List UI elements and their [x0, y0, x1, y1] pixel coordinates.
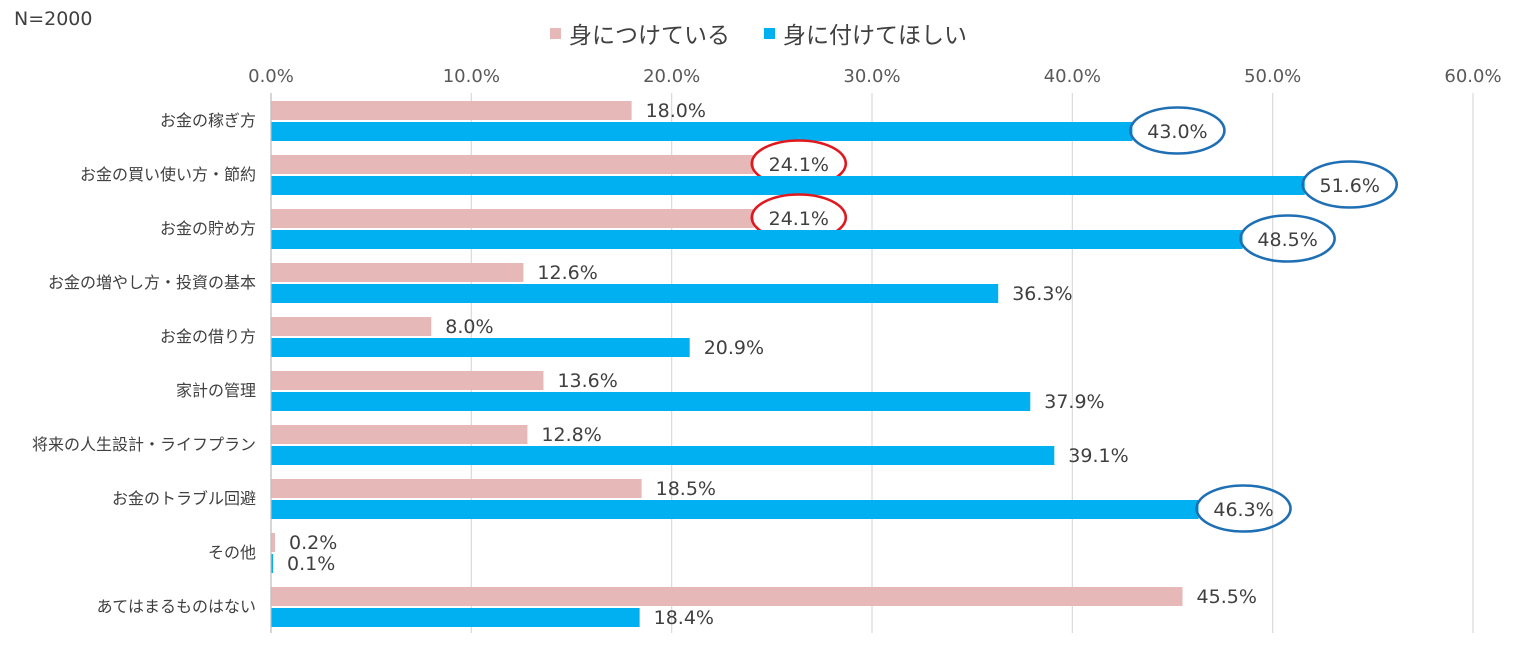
- x-tick-label: 10.0%: [443, 66, 500, 87]
- x-tick-label: 20.0%: [643, 66, 700, 87]
- legend-item-desired: 身に付けてほしい: [764, 16, 967, 50]
- category-label: 家計の管理: [176, 381, 256, 400]
- data-label: 36.3%: [1012, 283, 1072, 305]
- x-tick-label: 60.0%: [1444, 66, 1501, 87]
- data-label: 18.0%: [646, 100, 706, 122]
- bar-acquired: [271, 587, 1183, 606]
- bar-desired: [271, 608, 640, 627]
- data-label: 0.1%: [287, 553, 335, 575]
- bar-acquired: [271, 209, 754, 228]
- category-label: あてはまるものはない: [97, 597, 256, 616]
- category-label: お金の増やし方・投資の基本: [48, 273, 256, 292]
- highlight-circle: [1195, 484, 1292, 533]
- highlight-circle: [1129, 106, 1226, 155]
- bar-desired: [271, 392, 1031, 411]
- legend-label-desired: 身に付けてほしい: [783, 23, 967, 49]
- legend: 身につけている 身に付けてほしい: [550, 16, 967, 50]
- bar-acquired: [271, 425, 528, 444]
- category-label: お金のトラブル回避: [112, 489, 256, 508]
- bar-acquired: [271, 263, 524, 282]
- category-label: お金の買い使い方・節約: [80, 165, 256, 184]
- data-label: 12.8%: [541, 424, 601, 446]
- bar-desired: [271, 284, 999, 303]
- bar-acquired: [271, 101, 632, 120]
- bar-desired: [271, 446, 1055, 465]
- legend-label-acquired: 身につけている: [569, 23, 730, 49]
- bar-acquired: [271, 371, 544, 390]
- highlight-circle: [1239, 214, 1336, 263]
- data-label: 13.6%: [557, 370, 617, 392]
- x-tick-label: 30.0%: [843, 66, 900, 87]
- data-label: 20.9%: [704, 337, 764, 359]
- legend-swatch-acquired: [550, 27, 561, 39]
- x-tick-label: 0.0%: [248, 66, 294, 87]
- legend-swatch-desired: [764, 27, 775, 39]
- legend-item-acquired: 身につけている: [550, 16, 730, 50]
- bar-desired: [271, 122, 1133, 141]
- highlight-circle: [1301, 160, 1399, 209]
- category-label: 将来の人生設計・ライフプラン: [32, 435, 256, 454]
- bar-acquired: [271, 533, 276, 552]
- data-label: 48.5%: [1257, 229, 1317, 251]
- bar-desired: [271, 230, 1243, 249]
- data-label: 46.3%: [1213, 499, 1273, 521]
- sample-size-note: N=2000: [14, 8, 93, 30]
- x-tick-label: 50.0%: [1244, 66, 1301, 87]
- bar-desired: [271, 554, 274, 573]
- data-label: 43.0%: [1147, 121, 1207, 143]
- bar-desired: [271, 338, 690, 357]
- x-tick-label: 40.0%: [1044, 66, 1101, 87]
- category-label: お金の借り方: [160, 327, 256, 346]
- bar-desired: [271, 176, 1305, 195]
- bar-acquired: [271, 317, 432, 336]
- data-label: 37.9%: [1044, 391, 1104, 413]
- data-label: 51.6%: [1320, 175, 1380, 197]
- data-label: 39.1%: [1068, 445, 1128, 467]
- data-label: 0.2%: [289, 532, 337, 554]
- data-label: 24.1%: [769, 154, 829, 176]
- bar-desired: [271, 500, 1199, 519]
- data-label: 8.0%: [445, 316, 493, 338]
- category-label: お金の貯め方: [160, 219, 256, 238]
- bar-acquired: [271, 155, 754, 174]
- category-label: お金の稼ぎ方: [160, 111, 256, 130]
- bar-acquired: [271, 479, 642, 498]
- data-label: 18.5%: [656, 478, 716, 500]
- data-label: 24.1%: [769, 208, 829, 230]
- category-label: その他: [208, 543, 256, 562]
- data-label: 12.6%: [537, 262, 597, 284]
- data-label: 18.4%: [654, 607, 714, 629]
- data-label: 45.5%: [1197, 586, 1257, 608]
